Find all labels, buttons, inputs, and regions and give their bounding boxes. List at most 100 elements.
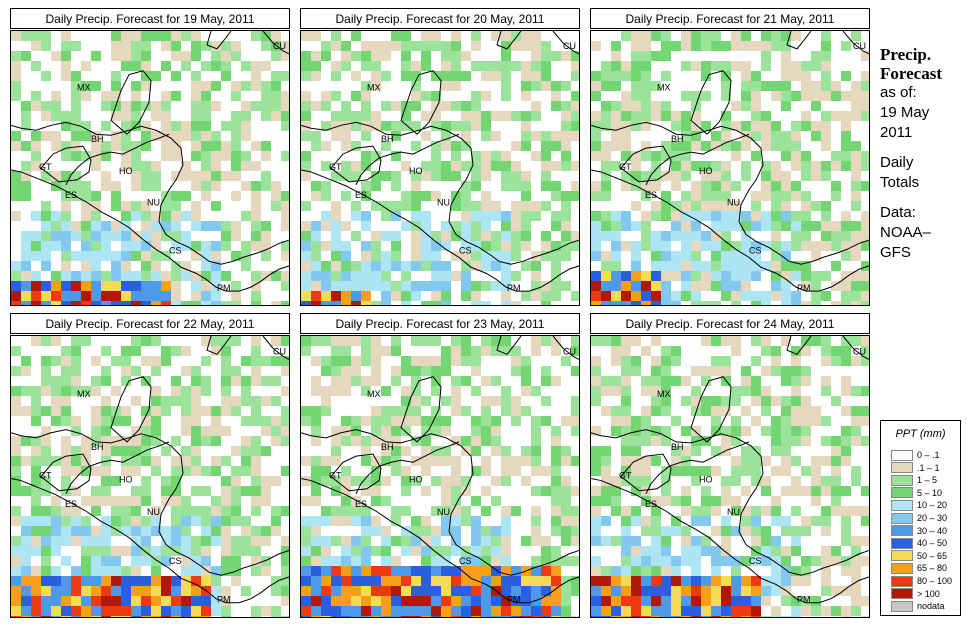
precip-cell [401,41,411,51]
precip-cell [341,436,351,446]
precip-cell [721,61,731,71]
precip-cell [541,586,551,596]
precip-cell [861,231,869,241]
precip-cell [141,131,151,141]
precip-cell [411,141,421,151]
precip-cell [271,201,281,211]
precip-cell [271,586,281,596]
precip-cell [611,476,621,486]
precip-cell [431,141,441,151]
precip-cell [51,51,61,61]
precip-cell [271,356,281,366]
precip-cell [431,566,441,576]
precip-cell [681,251,691,261]
precip-cell [701,506,711,516]
precip-cell [111,281,121,291]
precip-cell [461,211,471,221]
precip-cell [21,261,31,271]
precip-cell [571,536,579,546]
precip-cell [741,171,751,181]
precip-cell [551,221,561,231]
precip-cell [321,396,331,406]
precip-cell [61,586,71,596]
precip-cell [591,516,601,526]
precip-cell [121,201,131,211]
precip-cell [461,486,471,496]
precip-cell [741,41,751,51]
precip-cell [131,171,141,181]
precip-cell [541,171,551,181]
precip-cell [601,596,611,606]
precip-cell [501,466,511,476]
precip-cell [851,281,861,291]
precip-cell [431,356,441,366]
precip-cell [91,606,101,616]
precip-cell [481,456,491,466]
precip-cell [571,111,579,121]
precip-cell [731,506,741,516]
legend-label: 20 – 30 [917,513,948,523]
precip-cell [351,616,361,617]
precip-cell [311,61,321,71]
precip-cell [301,536,311,546]
precip-cell [331,31,341,41]
precip-cell [151,606,161,616]
precip-cell [671,271,681,281]
precip-cell [31,211,41,221]
precip-cell [771,241,781,251]
precip-cell [101,466,111,476]
precip-cell [751,576,761,586]
precip-cell [851,416,861,426]
precip-cell [111,291,121,301]
precip-cell [131,616,141,617]
precip-cell [111,446,121,456]
precip-cell [231,516,241,526]
precip-cell [791,476,801,486]
precip-cell [641,436,651,446]
country-label: HO [409,475,423,485]
precip-cell [771,221,781,231]
precip-cell [671,466,681,476]
precip-cell [331,536,341,546]
precip-cell [11,211,21,221]
precip-cell [31,131,41,141]
precip-cell [601,606,611,616]
precip-cell [31,396,41,406]
precip-cell [471,606,481,616]
precip-cell [851,271,861,281]
precip-cell [691,506,701,516]
precip-cell [201,516,211,526]
precip-cell [171,436,181,446]
precip-cell [831,476,841,486]
precip-cell [281,101,289,111]
coastline [497,31,521,49]
precip-cell [601,516,611,526]
precip-cell [251,71,261,81]
precip-cell [561,596,571,606]
precip-cell [591,576,601,586]
precip-cell [381,386,391,396]
precip-cell [391,281,401,291]
precip-cell [311,221,321,231]
precip-cell [341,536,351,546]
precip-cell [691,141,701,151]
precip-cell [301,406,311,416]
precip-cell [321,51,331,61]
precip-cell [81,436,91,446]
precip-cell [681,376,691,386]
precip-cell [221,406,231,416]
precip-cell [481,396,491,406]
precip-cell [171,291,181,301]
precip-cell [181,466,191,476]
precip-cell [561,131,571,141]
precip-cell [91,386,101,396]
precip-cell [171,201,181,211]
precip-cell [171,586,181,596]
precip-cell [391,181,401,191]
precip-cell [491,576,501,586]
precip-cell [811,496,821,506]
panel-title: Daily Precip. Forecast for 19 May, 2011 [10,8,290,29]
precip-cell [761,111,771,121]
precip-cell [621,61,631,71]
precip-cell [821,526,831,536]
